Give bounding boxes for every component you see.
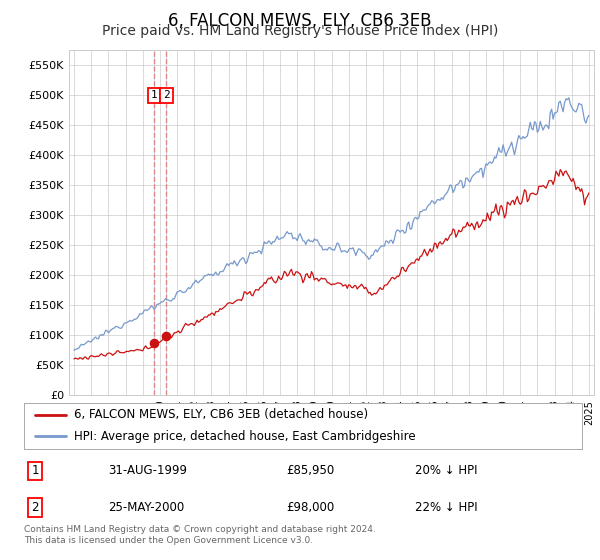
Text: Price paid vs. HM Land Registry's House Price Index (HPI): Price paid vs. HM Land Registry's House … [102, 24, 498, 38]
Bar [166, 50, 167, 395]
Bar [154, 50, 155, 395]
Text: 6, FALCON MEWS, ELY, CB6 3EB (detached house): 6, FALCON MEWS, ELY, CB6 3EB (detached h… [74, 408, 368, 421]
Text: 22% ↓ HPI: 22% ↓ HPI [415, 501, 477, 514]
Text: 2: 2 [31, 501, 39, 514]
Text: HPI: Average price, detached house, East Cambridgeshire: HPI: Average price, detached house, East… [74, 430, 416, 443]
Text: 2: 2 [163, 90, 170, 100]
Text: 25-MAY-2000: 25-MAY-2000 [108, 501, 184, 514]
Text: 1: 1 [151, 90, 158, 100]
Text: £98,000: £98,000 [286, 501, 335, 514]
Text: Contains HM Land Registry data © Crown copyright and database right 2024.
This d: Contains HM Land Registry data © Crown c… [24, 525, 376, 545]
Text: 31-AUG-1999: 31-AUG-1999 [108, 464, 187, 478]
Text: 6, FALCON MEWS, ELY, CB6 3EB: 6, FALCON MEWS, ELY, CB6 3EB [168, 12, 432, 30]
Point [149, 339, 159, 348]
Text: 20% ↓ HPI: 20% ↓ HPI [415, 464, 477, 478]
Text: 1: 1 [31, 464, 39, 478]
Text: £85,950: £85,950 [286, 464, 335, 478]
Point [161, 332, 171, 340]
